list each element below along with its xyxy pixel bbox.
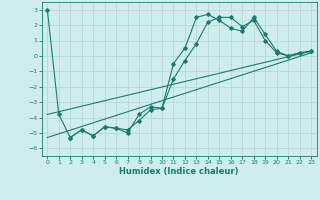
- X-axis label: Humidex (Indice chaleur): Humidex (Indice chaleur): [119, 167, 239, 176]
